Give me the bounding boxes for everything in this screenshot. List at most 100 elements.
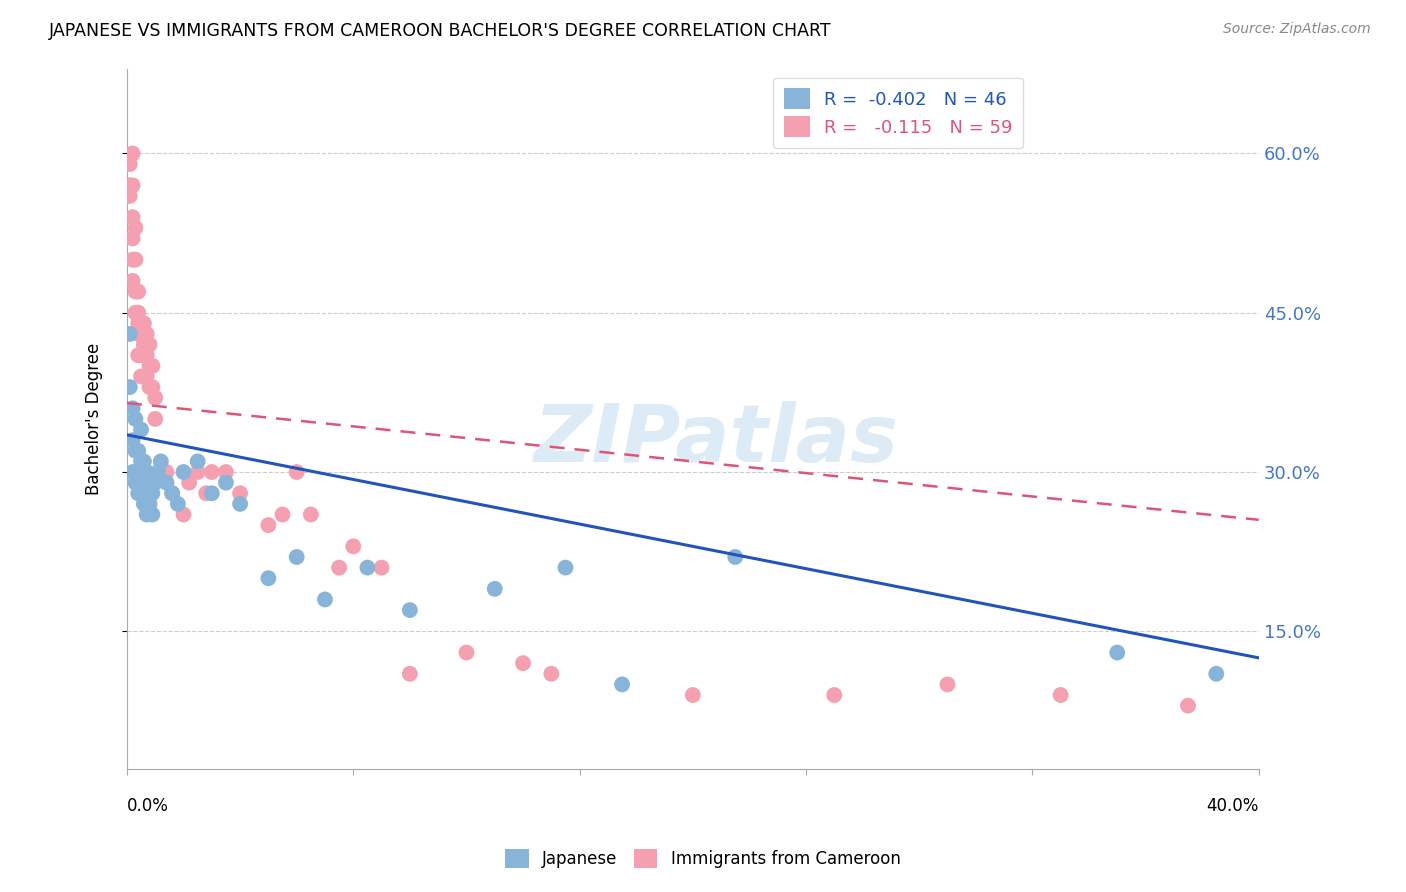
Point: [127, 317, 149, 331]
Point: [121, 465, 143, 479]
Point: [141, 486, 163, 500]
Point: [1049, 688, 1071, 702]
Point: [129, 369, 152, 384]
Point: [173, 508, 195, 522]
Point: [127, 486, 149, 500]
Point: [271, 508, 294, 522]
Point: [135, 326, 157, 341]
Point: [149, 454, 172, 468]
Point: [166, 497, 188, 511]
Point: [138, 380, 160, 394]
Point: [229, 497, 252, 511]
Point: [201, 465, 224, 479]
Point: [328, 560, 350, 574]
Point: [141, 508, 163, 522]
Point: [724, 549, 747, 564]
Point: [121, 231, 143, 245]
Point: [554, 560, 576, 574]
Point: [160, 486, 183, 500]
Point: [682, 688, 704, 702]
Point: [135, 465, 157, 479]
Y-axis label: Bachelor's Degree: Bachelor's Degree: [86, 343, 103, 495]
Point: [936, 677, 959, 691]
Point: [121, 210, 143, 224]
Point: [149, 465, 172, 479]
Point: [146, 465, 169, 479]
Point: [141, 359, 163, 373]
Point: [121, 274, 143, 288]
Point: [823, 688, 845, 702]
Point: [285, 549, 308, 564]
Point: [129, 423, 152, 437]
Point: [1205, 666, 1227, 681]
Point: [610, 677, 633, 691]
Point: [118, 157, 141, 171]
Point: [127, 306, 149, 320]
Point: [127, 285, 149, 299]
Text: JAPANESE VS IMMIGRANTS FROM CAMEROON BACHELOR'S DEGREE CORRELATION CHART: JAPANESE VS IMMIGRANTS FROM CAMEROON BAC…: [49, 22, 832, 40]
Point: [124, 475, 146, 490]
Point: [121, 252, 143, 267]
Point: [160, 486, 183, 500]
Point: [1107, 646, 1129, 660]
Point: [118, 326, 141, 341]
Point: [124, 412, 146, 426]
Point: [135, 348, 157, 362]
Point: [135, 369, 157, 384]
Point: [512, 656, 534, 670]
Point: [195, 486, 218, 500]
Point: [179, 475, 201, 490]
Point: [143, 412, 166, 426]
Point: [257, 571, 280, 585]
Point: [127, 465, 149, 479]
Point: [124, 443, 146, 458]
Point: [187, 465, 209, 479]
Point: [399, 603, 422, 617]
Text: 40.0%: 40.0%: [1206, 797, 1258, 815]
Point: [484, 582, 506, 596]
Point: [124, 306, 146, 320]
Point: [135, 508, 157, 522]
Point: [399, 666, 422, 681]
Point: [143, 391, 166, 405]
Point: [129, 486, 152, 500]
Point: [342, 540, 364, 554]
Point: [314, 592, 336, 607]
Point: [370, 560, 392, 574]
Point: [143, 475, 166, 490]
Point: [132, 337, 155, 351]
Point: [215, 475, 238, 490]
Point: [173, 465, 195, 479]
Point: [215, 465, 238, 479]
Point: [124, 252, 146, 267]
Point: [138, 337, 160, 351]
Point: [141, 380, 163, 394]
Point: [132, 475, 155, 490]
Legend: R =  -0.402   N = 46, R =   -0.115   N = 59: R = -0.402 N = 46, R = -0.115 N = 59: [773, 78, 1024, 148]
Point: [1177, 698, 1199, 713]
Text: 0.0%: 0.0%: [127, 797, 169, 815]
Point: [132, 497, 155, 511]
Point: [356, 560, 378, 574]
Point: [118, 189, 141, 203]
Point: [138, 359, 160, 373]
Point: [229, 486, 252, 500]
Point: [121, 178, 143, 193]
Point: [129, 326, 152, 341]
Point: [124, 285, 146, 299]
Point: [201, 486, 224, 500]
Point: [299, 508, 322, 522]
Point: [121, 146, 143, 161]
Point: [155, 475, 177, 490]
Point: [127, 326, 149, 341]
Point: [118, 380, 141, 394]
Point: [129, 454, 152, 468]
Point: [121, 433, 143, 447]
Legend: Japanese, Immigrants from Cameroon: Japanese, Immigrants from Cameroon: [499, 842, 907, 875]
Point: [285, 465, 308, 479]
Point: [456, 646, 478, 660]
Point: [124, 220, 146, 235]
Point: [540, 666, 562, 681]
Point: [155, 465, 177, 479]
Point: [187, 454, 209, 468]
